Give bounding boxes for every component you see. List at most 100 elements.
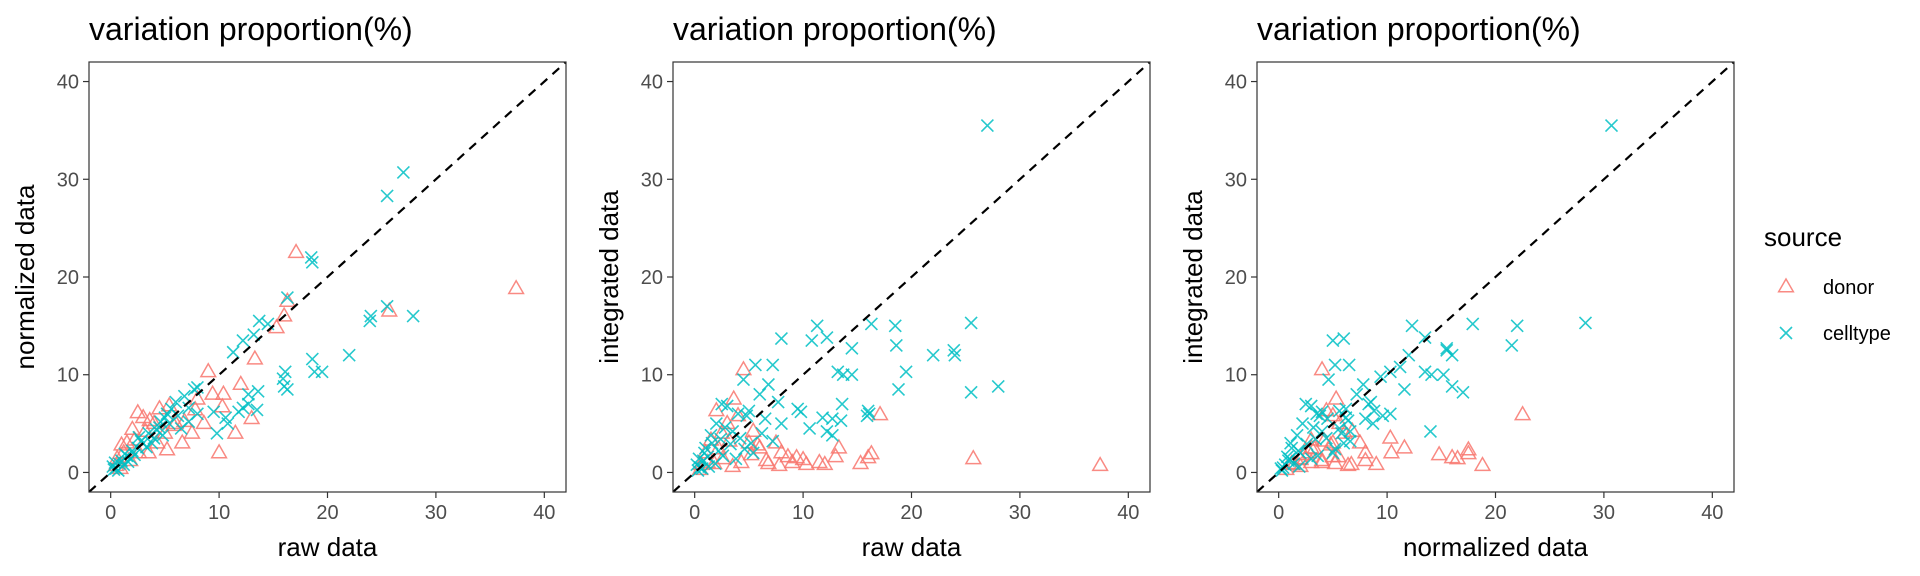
data-point-celltype <box>860 409 874 423</box>
data-points <box>106 165 525 478</box>
data-point-donor <box>1395 438 1414 454</box>
data-point-celltype <box>177 389 191 403</box>
chart-title: variation proportion(%) <box>673 11 997 47</box>
y-axis-title: integrated data <box>1178 190 1208 364</box>
legend-title: source <box>1764 222 1842 252</box>
x-tick-label: 0 <box>1273 502 1284 524</box>
data-point-celltype <box>1337 436 1351 450</box>
data-point-donor <box>1351 433 1369 449</box>
data-point-donor <box>246 349 264 365</box>
y-tick-label: 0 <box>68 462 79 484</box>
data-point-donor <box>1459 440 1478 456</box>
data-point-donor <box>742 445 760 461</box>
data-point-celltype <box>1445 379 1459 394</box>
data-point-celltype <box>831 365 845 379</box>
data-point-donor <box>826 447 845 463</box>
data-point-celltype <box>1304 452 1318 466</box>
data-point-celltype <box>1300 437 1314 451</box>
data-point-celltype <box>280 382 294 396</box>
y-tick-label: 30 <box>57 169 79 191</box>
data-point-donor <box>210 443 228 459</box>
data-point-celltype <box>1393 360 1407 374</box>
data-point-celltype <box>1326 333 1340 348</box>
data-point-celltype <box>888 319 902 333</box>
data-point-celltype <box>380 189 394 203</box>
data-point-celltype <box>1306 420 1320 435</box>
data-point-celltype <box>1311 449 1325 463</box>
data-point-donor <box>380 301 398 317</box>
data-point-celltype <box>791 402 805 416</box>
data-point-donor <box>1302 453 1320 469</box>
y-tick-label: 40 <box>1225 72 1247 94</box>
data-point-celltype <box>755 426 769 440</box>
data-point-celltype <box>1321 373 1336 387</box>
data-point-celltype <box>980 118 994 133</box>
y-tick-label: 30 <box>641 169 663 191</box>
data-point-donor <box>123 419 142 436</box>
data-point-celltype <box>118 447 132 461</box>
data-point-celltype <box>307 365 322 379</box>
data-point-donor <box>203 384 222 400</box>
data-point-celltype <box>210 426 224 440</box>
data-point-celltype <box>1282 452 1297 466</box>
data-point-celltype <box>236 333 250 348</box>
data-point-donor <box>810 453 829 469</box>
data-point-celltype <box>1505 338 1519 352</box>
data-point-celltype <box>1510 319 1524 333</box>
data-point-donor <box>1430 445 1448 461</box>
x-tick-label: 40 <box>1701 502 1723 524</box>
x-axis-title: raw data <box>278 532 378 562</box>
data-point-celltype <box>380 299 394 313</box>
legend-key-cross-icon <box>1779 326 1793 340</box>
data-point-celltype <box>1310 407 1324 421</box>
data-point-celltype <box>1285 441 1299 455</box>
data-point-celltype <box>742 404 756 418</box>
data-point-celltype <box>363 314 377 328</box>
data-point-celltype <box>124 452 138 466</box>
data-point-donor <box>772 443 791 459</box>
x-tick-label: 40 <box>533 502 555 524</box>
data-point-celltype <box>864 317 878 331</box>
data-point-donor <box>1367 455 1385 471</box>
data-point-celltype <box>1364 395 1378 409</box>
data-point-celltype <box>1418 331 1432 345</box>
data-point-celltype <box>1423 424 1438 438</box>
data-point-celltype <box>1466 317 1480 331</box>
data-point-donor <box>748 435 767 451</box>
data-point-donor <box>287 243 305 259</box>
data-point-celltype <box>169 395 183 409</box>
data-point-donor <box>1313 360 1331 376</box>
data-point-celltype <box>153 415 168 429</box>
data-point-donor <box>213 397 231 413</box>
data-point-celltype <box>926 348 940 362</box>
data-point-celltype <box>771 395 785 409</box>
data-point-celltype <box>364 309 378 323</box>
data-point-celltype <box>252 314 266 328</box>
data-point-celltype <box>305 255 319 269</box>
data-point-celltype <box>226 345 240 359</box>
data-point-donor <box>129 403 147 419</box>
data-point-celltype <box>861 404 875 418</box>
data-point-celltype <box>1328 358 1342 372</box>
data-point-donor <box>199 362 217 378</box>
data-point-celltype <box>342 348 356 362</box>
data-point-donor <box>734 360 753 376</box>
data-point-celltype <box>111 463 125 478</box>
data-point-donor <box>779 447 797 463</box>
x-tick-label: 10 <box>792 502 814 524</box>
data-point-donor <box>226 423 245 439</box>
data-point-celltype <box>132 430 146 444</box>
data-point-celltype <box>820 331 834 345</box>
data-point-donor <box>158 440 176 456</box>
data-point-celltype <box>825 428 839 442</box>
data-point-donor <box>871 405 889 421</box>
data-point-celltype <box>1405 319 1419 333</box>
data-point-celltype <box>891 382 906 396</box>
scatter-panel-raw-vs-normalized: variation proportion(%) 0 10 20 30 40 0 10 20 30 4… <box>10 11 567 562</box>
data-point-celltype <box>803 421 817 436</box>
data-point-donor <box>707 401 726 417</box>
data-point-celltype <box>1350 387 1364 401</box>
x-tick-label: 20 <box>1484 502 1506 524</box>
data-point-donor <box>816 455 834 471</box>
